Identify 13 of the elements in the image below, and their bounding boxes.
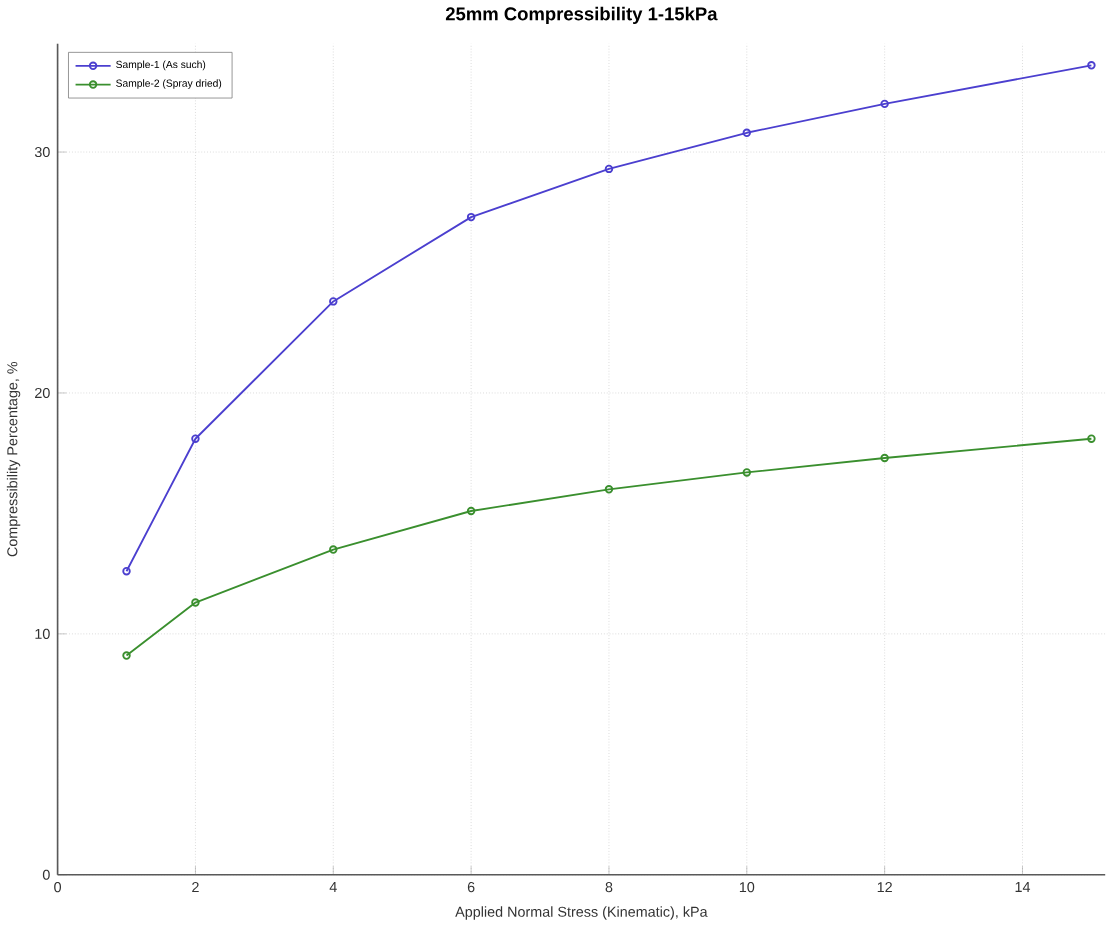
point bbox=[604, 484, 614, 494]
chart-title: 25mm Compressibility 1-15kPa bbox=[445, 6, 718, 24]
point bbox=[329, 545, 338, 554]
point bbox=[466, 212, 476, 222]
point bbox=[880, 453, 889, 462]
point bbox=[742, 128, 752, 137]
point bbox=[191, 434, 200, 443]
point bbox=[880, 99, 889, 108]
point bbox=[742, 467, 752, 477]
point bbox=[329, 296, 338, 306]
point bbox=[466, 506, 476, 515]
point bbox=[191, 598, 200, 607]
point bbox=[604, 164, 614, 173]
